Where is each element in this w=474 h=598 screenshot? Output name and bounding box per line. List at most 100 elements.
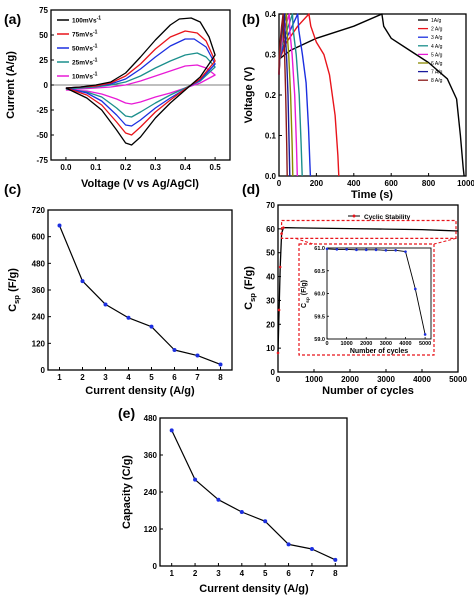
b-xtick-label: 800 bbox=[422, 179, 436, 188]
inset-xtick-label: 2000 bbox=[360, 341, 372, 347]
inset-xtick-label: 1000 bbox=[340, 341, 352, 347]
ylabel-rest: (F/g) bbox=[301, 280, 308, 297]
e-data-point bbox=[169, 428, 174, 433]
legend-superscript: -1 bbox=[93, 44, 98, 50]
csp-axis-label: Csp (F/g) bbox=[301, 280, 311, 308]
a-yaxis-label: Current (A/g) bbox=[5, 51, 17, 119]
csp-axis-label: Csp (F/g) bbox=[7, 268, 21, 312]
inset-data-point bbox=[355, 248, 358, 252]
d-ytick-label: 0 bbox=[271, 368, 276, 377]
cv-curve-4 bbox=[65, 64, 216, 105]
legend-label-7: 8 A/g bbox=[431, 78, 443, 84]
a-xtick-label: 0.3 bbox=[150, 163, 162, 172]
d-ytick-label: 70 bbox=[266, 201, 275, 210]
inset-ytick-label: 61.0 bbox=[314, 246, 325, 252]
inset-data-point bbox=[384, 248, 388, 252]
c-xtick-label: 6 bbox=[172, 373, 177, 382]
e-ytick-label: 360 bbox=[144, 451, 158, 460]
c-data-point bbox=[172, 348, 177, 352]
legend-label-3: 25mVs-1 bbox=[72, 58, 98, 67]
d-data-point bbox=[277, 308, 281, 312]
c-data-point bbox=[103, 302, 108, 307]
legend-label-0: 1A/g bbox=[431, 18, 442, 24]
ylabel-main: C bbox=[301, 303, 308, 308]
d-ytick-label: 10 bbox=[266, 344, 275, 353]
c-xtick-label: 3 bbox=[103, 373, 108, 382]
c-ytick-label: 240 bbox=[32, 313, 46, 322]
inset-data-point bbox=[404, 250, 407, 253]
legend-label-6: 7 A/g bbox=[431, 70, 443, 76]
d-xtick-label: 3000 bbox=[377, 375, 395, 384]
inset-data-point bbox=[394, 248, 397, 252]
legend-label-0: 100mVs-1 bbox=[72, 16, 101, 25]
d-data-point bbox=[282, 226, 285, 229]
cv-curve-2 bbox=[65, 38, 216, 127]
legend-superscript: -1 bbox=[93, 58, 98, 64]
legend-label-1: 2 A/g bbox=[431, 27, 443, 33]
b-panel-label: (b) bbox=[242, 11, 260, 27]
inset-data-point bbox=[423, 333, 427, 336]
c-data-point bbox=[195, 353, 200, 358]
a-xtick-label: 0.2 bbox=[120, 163, 132, 172]
c-xtick-label: 5 bbox=[149, 373, 154, 382]
e-data-point bbox=[216, 497, 221, 502]
b-xtick-label: 200 bbox=[310, 179, 324, 188]
e-data-point bbox=[333, 557, 338, 562]
inset-data-point bbox=[345, 248, 348, 251]
a-ytick-label: 0 bbox=[44, 81, 49, 90]
a-xtick-label: 0.0 bbox=[60, 163, 72, 172]
cv-curve-3 bbox=[65, 52, 216, 118]
e-data-point bbox=[309, 547, 314, 552]
a-xtick-label: 0.1 bbox=[90, 163, 102, 172]
d-xtick-label: 2000 bbox=[341, 375, 359, 384]
csp-axis-label: Csp (F/g) bbox=[243, 266, 257, 310]
panel-d-cyclic-stability: 0 1000 2000 3000 4000 5000010203040506070Cycl… bbox=[242, 181, 467, 397]
panel-c-specific-capacitance: 1 2 3 4 5 6 7 8 0 120 240 360 480 600 720 Current densi… bbox=[4, 181, 233, 397]
c-xtick-label: 4 bbox=[126, 373, 131, 382]
c-data-point bbox=[149, 324, 154, 329]
d-xtick-label: 0 bbox=[276, 375, 281, 384]
a-ytick-label: -25 bbox=[36, 106, 48, 115]
e-plot-frame bbox=[159, 417, 348, 567]
a-ytick-label: -75 bbox=[36, 156, 48, 165]
b-xaxis-label: Time (s) bbox=[351, 189, 393, 201]
d-ytick-label: 20 bbox=[266, 320, 275, 329]
c-series-line bbox=[58, 225, 221, 365]
c-ytick-label: 120 bbox=[32, 339, 46, 348]
inset-xtick-label: 0 bbox=[325, 341, 328, 347]
c-ytick-label: 480 bbox=[32, 259, 46, 268]
ylabel-rest: (F/g) bbox=[243, 266, 255, 293]
legend-superscript: -1 bbox=[97, 16, 102, 22]
inset-xtick-label: 4000 bbox=[399, 341, 411, 347]
d-ytick-label: 60 bbox=[266, 225, 275, 234]
inset-ytick-label: 59.0 bbox=[314, 337, 325, 343]
ylabel-main: C bbox=[243, 302, 255, 310]
gcd-curve-7 bbox=[278, 13, 288, 177]
e-xtick-label: 1 bbox=[169, 569, 174, 578]
e-xtick-label: 2 bbox=[193, 569, 198, 578]
e-xaxis-label: Current density (A/g) bbox=[199, 583, 309, 595]
c-xtick-label: 2 bbox=[80, 373, 85, 382]
d-data-point bbox=[278, 265, 282, 269]
e-data-point bbox=[286, 542, 291, 547]
b-xtick-label: 600 bbox=[385, 179, 399, 188]
d-ytick-label: 40 bbox=[266, 273, 275, 282]
a-ytick-label: 50 bbox=[39, 31, 48, 40]
e-data-point bbox=[263, 519, 268, 524]
cv-curve-1 bbox=[65, 30, 216, 136]
inset-data-point bbox=[414, 287, 417, 291]
a-ytick-label: -50 bbox=[36, 131, 48, 140]
c-data-point bbox=[80, 279, 85, 284]
inset-xaxis-label: Number of cycles bbox=[350, 348, 408, 355]
c-data-point bbox=[126, 315, 131, 320]
e-data-point bbox=[239, 510, 244, 515]
inset-xtick-label: 3000 bbox=[380, 341, 392, 347]
legend-label-5: 6 A/g bbox=[431, 61, 443, 67]
d-highlight-box bbox=[281, 219, 457, 239]
d-xtick-label: 5000 bbox=[449, 375, 467, 384]
d-xtick-label: 4000 bbox=[413, 375, 431, 384]
d-plot-frame bbox=[277, 204, 459, 373]
e-xtick-label: 5 bbox=[263, 569, 268, 578]
b-ytick-label: 0.2 bbox=[265, 91, 277, 100]
